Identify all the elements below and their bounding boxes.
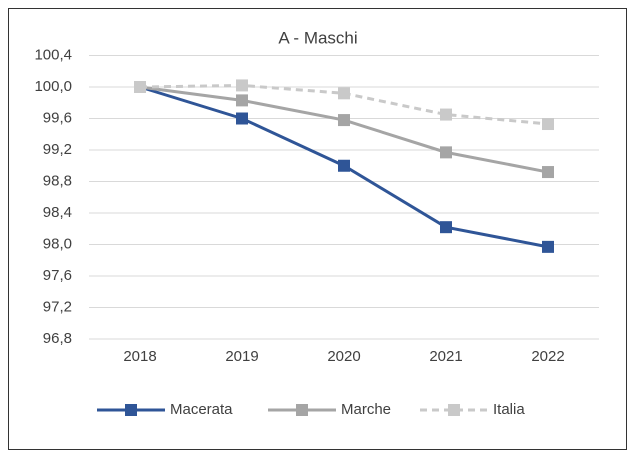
point-marker (236, 112, 248, 125)
y-tick-label: 99,2 (43, 141, 72, 158)
legend-marker (125, 404, 137, 416)
y-tick-label: 96,8 (43, 330, 72, 347)
legend-marker (448, 404, 460, 416)
point-marker (134, 81, 146, 93)
y-tick-label: 98,0 (43, 235, 72, 252)
point-marker (542, 240, 554, 253)
y-tick-label: 97,6 (43, 267, 72, 284)
point-marker (440, 146, 452, 159)
chart-title: A - Maschi (278, 28, 357, 47)
y-tick-label: 100,4 (34, 46, 72, 63)
point-marker (542, 118, 554, 131)
point-marker (338, 159, 350, 172)
x-tick-label: 2021 (429, 348, 462, 365)
point-marker (236, 79, 248, 92)
legend-label: Italia (493, 401, 525, 418)
x-tick-label: 2018 (123, 348, 156, 365)
y-tick-label: 98,8 (43, 172, 72, 189)
y-tick-label: 98,4 (43, 204, 72, 221)
chart-border (8, 8, 627, 450)
point-marker (440, 221, 452, 234)
point-marker (236, 94, 248, 107)
x-tick-label: 2020 (327, 348, 360, 365)
point-marker (542, 166, 554, 179)
point-marker (338, 87, 350, 100)
y-tick-label: 100,0 (34, 78, 72, 95)
point-marker (440, 108, 452, 121)
x-tick-label: 2022 (531, 348, 564, 365)
x-tick-label: 2019 (225, 348, 258, 365)
y-tick-label: 99,6 (43, 109, 72, 126)
point-marker (338, 114, 350, 127)
legend-label: Marche (341, 401, 391, 418)
legend-marker (296, 404, 308, 416)
y-tick-label: 97,2 (43, 298, 72, 315)
legend-label: Macerata (170, 401, 233, 418)
